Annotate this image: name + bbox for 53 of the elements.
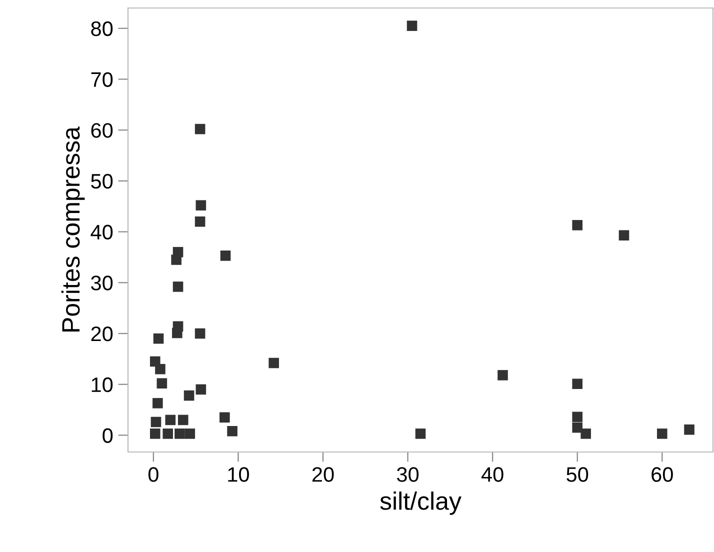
y-tick-label: 50 bbox=[91, 174, 113, 189]
point bbox=[178, 414, 188, 426]
x-tick-label: 50 bbox=[566, 467, 588, 482]
point bbox=[572, 220, 582, 230]
point bbox=[415, 428, 426, 439]
y-tick-label: 0 bbox=[102, 428, 113, 443]
point bbox=[572, 422, 582, 433]
x-axis-title: silt/clay bbox=[380, 492, 462, 515]
point bbox=[165, 414, 176, 426]
point bbox=[196, 384, 206, 395]
point bbox=[194, 124, 206, 134]
y-tick-label: 20 bbox=[91, 326, 113, 342]
point bbox=[172, 321, 184, 332]
x-tick-label: 60 bbox=[652, 467, 673, 482]
point bbox=[406, 20, 418, 31]
y-tick-label: 10 bbox=[92, 377, 113, 392]
point bbox=[156, 378, 168, 388]
point bbox=[572, 412, 582, 422]
point bbox=[153, 333, 164, 344]
point bbox=[656, 428, 668, 439]
point bbox=[227, 426, 238, 436]
y-tick-label: 80 bbox=[91, 21, 113, 36]
point bbox=[220, 250, 231, 261]
point bbox=[152, 398, 163, 408]
point bbox=[184, 428, 196, 439]
point bbox=[162, 428, 173, 439]
point bbox=[174, 428, 185, 439]
point bbox=[150, 416, 162, 428]
x-tick-label: 30 bbox=[396, 467, 419, 482]
point bbox=[196, 200, 206, 210]
point bbox=[684, 424, 694, 435]
point bbox=[498, 370, 508, 380]
x-tick-label: 0 bbox=[148, 467, 158, 482]
point bbox=[155, 364, 166, 374]
y-tick-label: 30 bbox=[91, 276, 113, 290]
point bbox=[580, 428, 591, 439]
y-tick-label: 70 bbox=[91, 72, 113, 87]
y-tick-label: 60 bbox=[91, 123, 113, 138]
point bbox=[268, 358, 279, 368]
point bbox=[618, 230, 630, 240]
point bbox=[220, 412, 230, 423]
y-axis-title: Porites compressa bbox=[61, 126, 85, 332]
point bbox=[150, 428, 160, 439]
x-tick-label: 40 bbox=[481, 467, 504, 482]
point bbox=[184, 390, 194, 401]
x-tick-label: 10 bbox=[228, 467, 249, 482]
point bbox=[194, 328, 206, 339]
point bbox=[572, 378, 582, 389]
point bbox=[194, 216, 206, 227]
y-tick-label: 40 bbox=[90, 224, 113, 240]
x-tick-label: 20 bbox=[312, 467, 334, 482]
point bbox=[172, 246, 184, 258]
point bbox=[172, 282, 184, 292]
